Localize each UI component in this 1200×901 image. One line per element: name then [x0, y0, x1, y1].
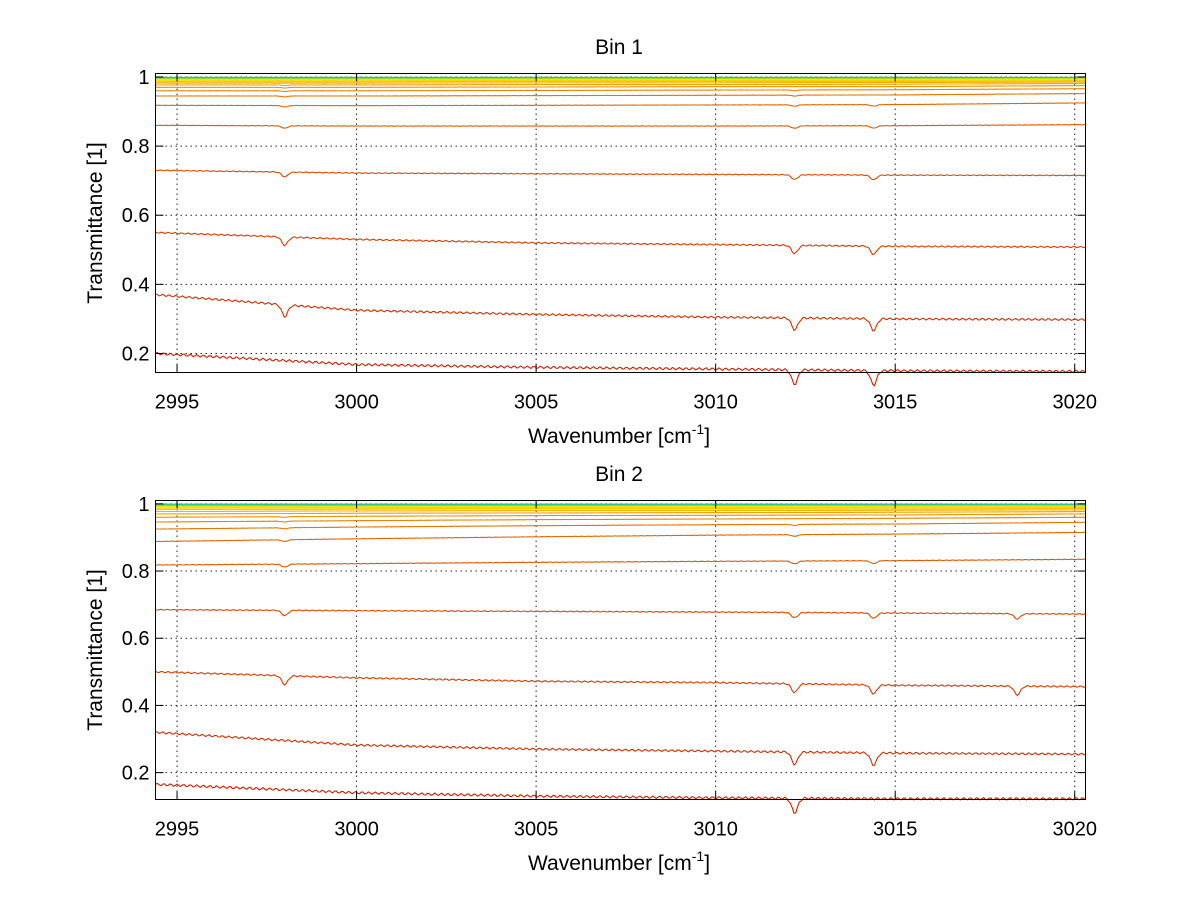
- series-line-13: [155, 506, 1086, 509]
- x-tick-label: 3010: [693, 819, 738, 841]
- x-axis-label-text: Wavenumber [cm: [528, 852, 692, 875]
- series-line-12: [155, 80, 1086, 83]
- y-tick-label: 0.6: [122, 205, 150, 227]
- series-line-9: [155, 513, 1086, 518]
- series-line-12: [155, 507, 1086, 511]
- x-axis-label: Wavenumber [cm-1]: [528, 421, 710, 448]
- series-line-5: [155, 558, 1086, 568]
- series-line-1: [155, 351, 1086, 387]
- series-line-10: [155, 82, 1086, 87]
- series-line-14: [155, 505, 1086, 508]
- series-line-9: [155, 85, 1086, 89]
- x-tick-label: 3020: [1052, 392, 1097, 414]
- x-axis-label-text: Wavenumber [cm: [528, 425, 692, 448]
- series-line-11: [155, 81, 1086, 84]
- series-line-13: [155, 79, 1086, 82]
- series-line-3: [155, 670, 1086, 697]
- tick-labels: 2995 3000 3005 3010 3015 3020 0.2 0.4 0.6 0.8 1: [122, 67, 1097, 414]
- series-group: [155, 503, 1086, 814]
- x-tick-label: 2995: [155, 819, 200, 841]
- x-tick-label: 3005: [514, 819, 559, 841]
- series-line-10: [155, 510, 1086, 515]
- y-tick-label: 0.8: [122, 561, 150, 583]
- x-tick-label: 3015: [873, 819, 918, 841]
- series-line-4: [155, 608, 1086, 620]
- series-line-4: [155, 169, 1086, 181]
- x-tick-label: 3020: [1052, 819, 1097, 841]
- y-axis-label: Transmittance [1]: [84, 142, 107, 303]
- series-line-15: [155, 505, 1086, 507]
- y-tick-label: 0.6: [122, 628, 150, 650]
- x-tick-label: 3000: [334, 819, 379, 841]
- series-line-7: [155, 521, 1086, 530]
- series-line-6: [155, 102, 1086, 108]
- y-axis-label: Transmittance [1]: [84, 569, 107, 730]
- y-tick-label: 0.4: [122, 274, 150, 296]
- plot-frame: [155, 73, 1086, 373]
- x-tick-label: 3005: [514, 392, 559, 414]
- x-tick-label: 3015: [873, 392, 918, 414]
- y-tick-label: 0.2: [122, 763, 150, 785]
- series-line-11: [155, 509, 1086, 513]
- x-tick-label: 2995: [155, 392, 200, 414]
- series-line-8: [155, 88, 1086, 93]
- series-line-14: [155, 78, 1086, 81]
- x-axis-label-superscript: -1: [692, 421, 705, 437]
- series-line-3: [155, 231, 1086, 256]
- series-line-7: [155, 92, 1086, 98]
- grid: [155, 73, 1086, 373]
- x-axis-label-close: ]: [704, 425, 710, 448]
- y-tick-label: 0.4: [122, 695, 150, 717]
- series-line-2: [155, 730, 1086, 766]
- y-tick-label: 0.2: [122, 343, 150, 365]
- x-axis-label-superscript: -1: [692, 848, 705, 864]
- chart-title: Bin 2: [595, 463, 643, 486]
- x-axis-label: Wavenumber [cm-1]: [528, 848, 710, 875]
- y-tick-label: 1: [138, 494, 149, 516]
- series-line-8: [155, 516, 1086, 523]
- x-tick-label: 3010: [693, 392, 738, 414]
- chart-bin-2: Bin 2 2995 3000 3005 3010 3015 3020 0.2 0.4 0.6 0…: [84, 463, 1097, 875]
- series-line-6: [155, 531, 1086, 543]
- y-tick-label: 1: [138, 67, 149, 89]
- series-line-5: [155, 123, 1086, 129]
- series-line-1: [155, 782, 1086, 814]
- series-group: [155, 76, 1086, 387]
- y-tick-label: 0.8: [122, 136, 150, 158]
- tick-labels: 2995 3000 3005 3010 3015 3020 0.2 0.4 0.6 0.8 1: [122, 494, 1097, 841]
- chart-bin-1: Bin 1 2995 3000 3005 3010 3015 3020 0.2 0.4 0.6 0…: [84, 36, 1097, 448]
- x-tick-label: 3000: [334, 392, 379, 414]
- x-axis-label-close: ]: [704, 852, 710, 875]
- series-line-2: [155, 293, 1086, 332]
- chart-title: Bin 1: [595, 36, 643, 59]
- plot-frame: [155, 500, 1086, 800]
